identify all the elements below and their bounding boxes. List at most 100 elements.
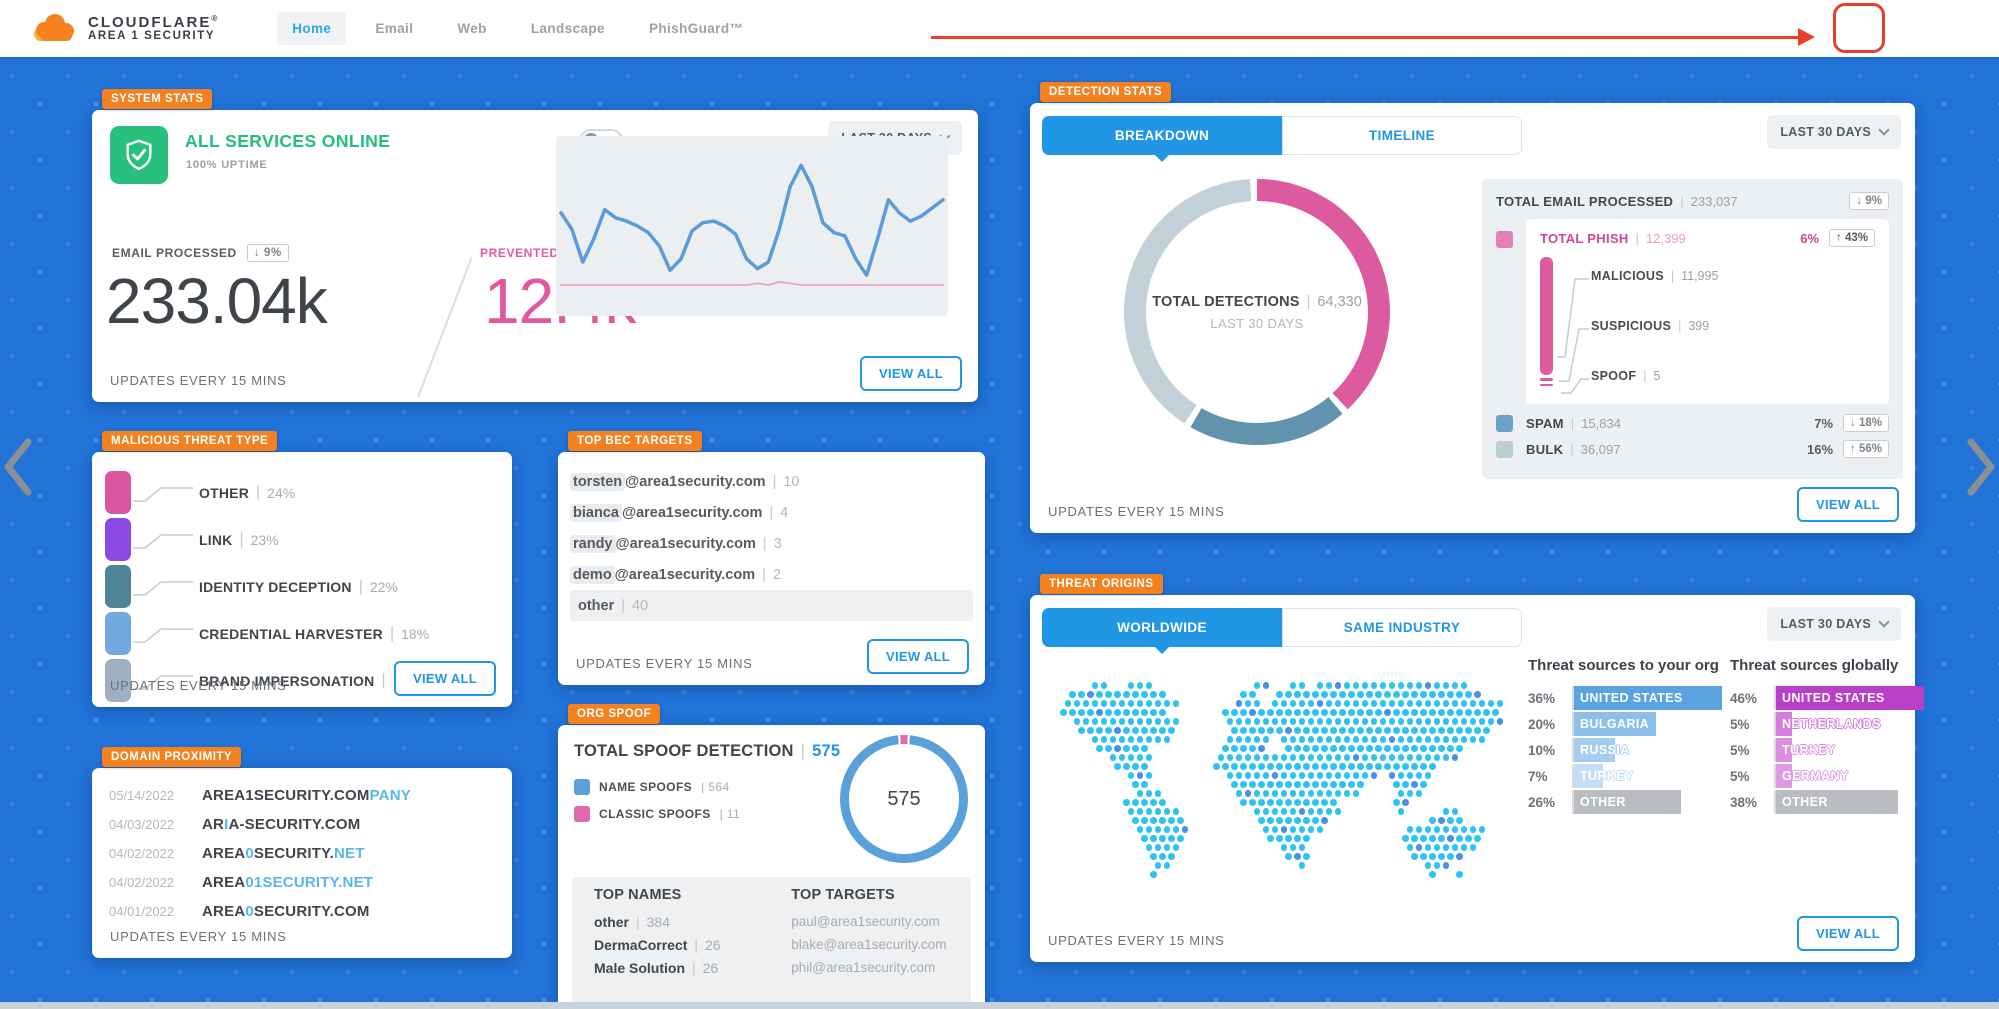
map-dot — [1280, 718, 1288, 725]
map-dot — [1132, 817, 1139, 824]
bec-target-row[interactable]: torsten@area1security.com 10 — [570, 466, 973, 497]
view-all-button[interactable]: VIEW ALL — [866, 639, 969, 674]
domain-row[interactable]: 04/02/2022 AREA 01SECURITY.NET — [109, 868, 411, 897]
map-dot — [1141, 691, 1148, 698]
system-stats-card: SYSTEM STATS ALL SERVICES ONLINE 100% UP… — [92, 89, 978, 402]
connector-line — [133, 580, 193, 596]
map-dot — [1352, 718, 1360, 725]
date-range-dropdown[interactable]: LAST 30 DAYS — [1767, 607, 1901, 641]
map-dot — [1420, 763, 1427, 770]
domain-date: 04/03/2022 — [109, 817, 175, 832]
map-dot — [1285, 799, 1292, 806]
nav-item-phishguard[interactable]: PhishGuard™ — [648, 21, 744, 36]
map-dot — [1474, 691, 1481, 698]
view-all-button[interactable]: VIEW ALL — [1796, 487, 1899, 522]
threat-source-percent: 5% — [1730, 768, 1750, 784]
threat-type-swatch — [105, 518, 131, 561]
donut-center-line: TOTAL DETECTIONS 64,330 — [1152, 294, 1362, 310]
nav-item-landscape[interactable]: Landscape — [530, 21, 605, 36]
nav-item-web[interactable]: Web — [457, 21, 487, 36]
org-sources-bars: 36% UNITED STATES 20% BULGARIA 10% RUSSIA 7% TU… — [1528, 686, 1722, 814]
map-dot — [1415, 826, 1423, 833]
card-tag-malicious-threat-type: MALICIOUS THREAT TYPE — [102, 431, 278, 451]
map-dot — [1240, 709, 1247, 716]
view-all-button[interactable]: VIEW ALL — [859, 356, 962, 391]
view-all-button[interactable]: VIEW ALL — [393, 661, 496, 696]
top-navigation-bar: CLOUDFLARE® AREA 1 SECURITY Home Email Web… — [0, 0, 1999, 57]
org-spoof-card: ORG SPOOF TOTAL SPOOF DETECTION 575 NAME … — [558, 704, 985, 1009]
domain-row[interactable]: 04/03/2022 AR I A-SECURITY.COM — [109, 810, 411, 839]
domain-row[interactable]: 04/01/2022 AREA 0 SECURITY.COM — [109, 897, 411, 926]
map-dot — [1379, 736, 1387, 743]
map-dot — [1438, 835, 1445, 842]
map-dot — [1276, 817, 1283, 824]
map-dot — [1442, 754, 1450, 761]
map-dot — [1132, 727, 1139, 734]
domain-row[interactable]: 04/02/2022 AREA 0 SECURITY. NET — [109, 839, 411, 868]
bec-target-row[interactable]: bianca@area1security.com 4 — [570, 497, 973, 528]
domain-part: SECURITY. — [253, 845, 335, 862]
tab-worldwide[interactable]: WORLDWIDE — [1042, 608, 1282, 654]
map-dot — [1429, 709, 1436, 716]
view-all-button[interactable]: VIEW ALL — [1796, 916, 1899, 951]
domain-row[interactable]: 05/14/2022 AREA1SECURITY.COM PANY — [109, 781, 411, 810]
map-dot — [1244, 736, 1252, 743]
map-dot — [1393, 763, 1400, 770]
map-dot — [1402, 763, 1409, 770]
tab-breakdown[interactable]: BREAKDOWN — [1042, 116, 1282, 162]
map-dot — [1249, 781, 1256, 788]
map-dot — [1303, 781, 1310, 788]
map-dot — [1397, 682, 1405, 689]
map-dot — [1307, 700, 1315, 707]
map-dot — [1114, 727, 1121, 734]
bec-target-count: 10 — [783, 473, 800, 490]
map-dot — [1118, 736, 1126, 743]
domain-part: A-SECURITY.COM — [228, 816, 361, 833]
carousel-right-chevron[interactable] — [1965, 438, 1997, 501]
spam-label: SPAM — [1526, 415, 1564, 431]
cloudflare-logo-icon — [34, 13, 74, 41]
map-dot — [1433, 700, 1441, 707]
threat-origins-tabbar: WORLDWIDE SAME INDUSTRY — [1042, 608, 1522, 654]
map-dot — [1361, 700, 1369, 707]
map-dot — [1478, 700, 1486, 707]
tab-same-industry[interactable]: SAME INDUSTRY — [1282, 608, 1522, 647]
map-dot — [1280, 826, 1288, 833]
date-range-dropdown[interactable]: LAST 30 DAYS — [1767, 115, 1901, 149]
tab-timeline[interactable]: TIMELINE — [1282, 116, 1522, 155]
map-dot — [1447, 853, 1454, 860]
carousel-left-chevron[interactable] — [2, 438, 34, 501]
phish-box: TOTAL PHISH12,399 6% ↑ 43% MAL — [1526, 219, 1889, 404]
bec-other-row[interactable]: other 40 — [570, 590, 973, 621]
map-dot — [1307, 754, 1315, 761]
cloudflare-brand[interactable]: CLOUDFLARE® AREA 1 SECURITY — [28, 12, 219, 46]
map-dot — [1357, 709, 1364, 716]
domain-part: I — [224, 816, 229, 833]
map-dot — [1325, 700, 1333, 707]
map-dot — [1145, 790, 1153, 797]
map-dot — [1429, 691, 1436, 698]
bec-target-domain: @area1security.com — [625, 473, 766, 490]
map-dot — [1163, 736, 1171, 743]
map-dot — [1136, 826, 1144, 833]
domain-part: 0 — [245, 903, 254, 920]
legend-label: NAME SPOOFS — [599, 780, 693, 794]
phish-percent: 6% — [1800, 230, 1820, 246]
bec-target-row[interactable]: demo@area1security.com 2 — [570, 559, 973, 590]
map-dot — [1235, 700, 1243, 707]
threat-source-percent: 7% — [1528, 768, 1548, 784]
chevron-down-icon — [1878, 124, 1890, 136]
threat-source-percent: 10% — [1528, 742, 1556, 758]
map-dot — [1370, 682, 1378, 689]
nav-item-home[interactable]: Home — [277, 12, 347, 45]
bec-target-row[interactable]: randy@area1security.com 3 — [570, 528, 973, 559]
map-dot — [1145, 826, 1153, 833]
pipe-separator — [1673, 194, 1690, 209]
spam-row: SPAM 15,834 7% ↓ 18% — [1496, 414, 1889, 432]
map-dot — [1244, 790, 1252, 797]
nav-item-email[interactable]: Email — [375, 21, 414, 36]
map-dot — [1289, 790, 1297, 797]
map-dot — [1442, 736, 1450, 743]
map-dot — [1451, 700, 1459, 707]
threat-source-bar: OTHER — [1574, 790, 1681, 814]
